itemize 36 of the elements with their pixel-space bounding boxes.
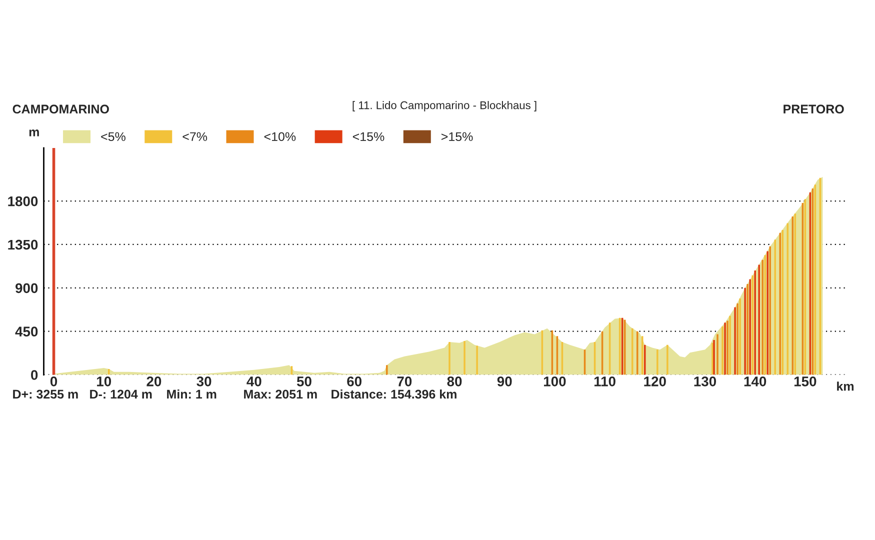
legend-label: >15%: [442, 132, 473, 142]
x-tick-label: 110: [594, 376, 616, 386]
text: Distance: 154.396 km: [332, 389, 456, 399]
x-tick-label: 20: [146, 376, 162, 386]
x-tick-label: 30: [196, 376, 212, 386]
y-tick-label: 900: [16, 283, 38, 294]
text: CAMPOMARINO: [12, 104, 109, 114]
text: D+: 3255 m: [13, 390, 78, 399]
legend-label: <7%: [182, 132, 208, 141]
x-tick-label: 140: [744, 376, 766, 386]
legend-label: <5%: [101, 132, 126, 142]
y-tick-label: 1350: [8, 240, 38, 250]
x-axis-title: km: [837, 382, 854, 391]
chart-title: [ 11. Lido Campomarino - Blockhaus ]: [352, 101, 536, 112]
x-tick-label: 130: [694, 376, 716, 386]
x-tick-label: 80: [447, 376, 462, 386]
legend-label: <10%: [264, 132, 296, 142]
text: Min: 1 m: [167, 389, 216, 399]
x-tick-label: 0: [50, 376, 58, 386]
y-tick-label: 1800: [8, 196, 38, 206]
text: PRETORO: [784, 104, 844, 114]
x-tick-label: 50: [296, 376, 312, 386]
x-tick-label: 60: [347, 376, 362, 386]
x-tick-label: 70: [397, 376, 412, 386]
x-tick-label: 120: [644, 376, 666, 386]
y-tick-label: 450: [15, 326, 38, 336]
text: D-: 1204 m: [90, 390, 152, 399]
legend-label: <15%: [352, 132, 384, 142]
x-tick-label: 10: [97, 376, 112, 386]
y-axis-title: m: [29, 130, 39, 136]
y-tick-label: 0: [31, 370, 38, 380]
x-tick-label: 100: [544, 376, 566, 386]
x-tick-label: 90: [497, 376, 512, 386]
x-tick-label: 150: [794, 376, 816, 386]
x-tick-label: 40: [246, 376, 262, 386]
text: Max: 2051 m: [244, 390, 317, 399]
